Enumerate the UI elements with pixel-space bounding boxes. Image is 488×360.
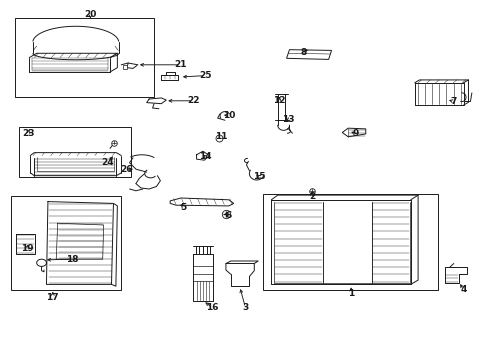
Bar — [19, 127, 131, 177]
Text: 5: 5 — [180, 202, 186, 211]
Bar — [11, 196, 121, 290]
Polygon shape — [342, 128, 365, 137]
Polygon shape — [170, 198, 233, 206]
Text: 17: 17 — [46, 292, 59, 302]
Text: 11: 11 — [214, 132, 227, 141]
Text: 9: 9 — [352, 129, 359, 138]
Text: 21: 21 — [174, 60, 187, 69]
Text: 4: 4 — [459, 285, 466, 294]
Text: 18: 18 — [66, 255, 79, 264]
Polygon shape — [286, 50, 331, 59]
Text: 14: 14 — [199, 152, 211, 161]
Text: 20: 20 — [84, 10, 97, 19]
Bar — [263, 194, 437, 290]
Text: 12: 12 — [273, 96, 285, 105]
Text: 8: 8 — [300, 48, 305, 57]
Text: 15: 15 — [252, 172, 265, 181]
Text: 25: 25 — [199, 71, 211, 80]
Text: 13: 13 — [282, 115, 294, 124]
Text: 26: 26 — [120, 165, 132, 174]
Text: 3: 3 — [242, 303, 248, 312]
Text: 1: 1 — [347, 289, 353, 298]
Bar — [15, 18, 154, 97]
Text: 10: 10 — [222, 111, 235, 120]
Text: 19: 19 — [20, 244, 33, 253]
Text: 2: 2 — [308, 192, 314, 201]
Text: 16: 16 — [206, 303, 219, 312]
Text: 7: 7 — [449, 97, 456, 106]
Text: 23: 23 — [22, 129, 35, 138]
Text: 24: 24 — [101, 158, 114, 167]
Text: 6: 6 — [225, 211, 231, 220]
Text: 22: 22 — [186, 96, 199, 105]
